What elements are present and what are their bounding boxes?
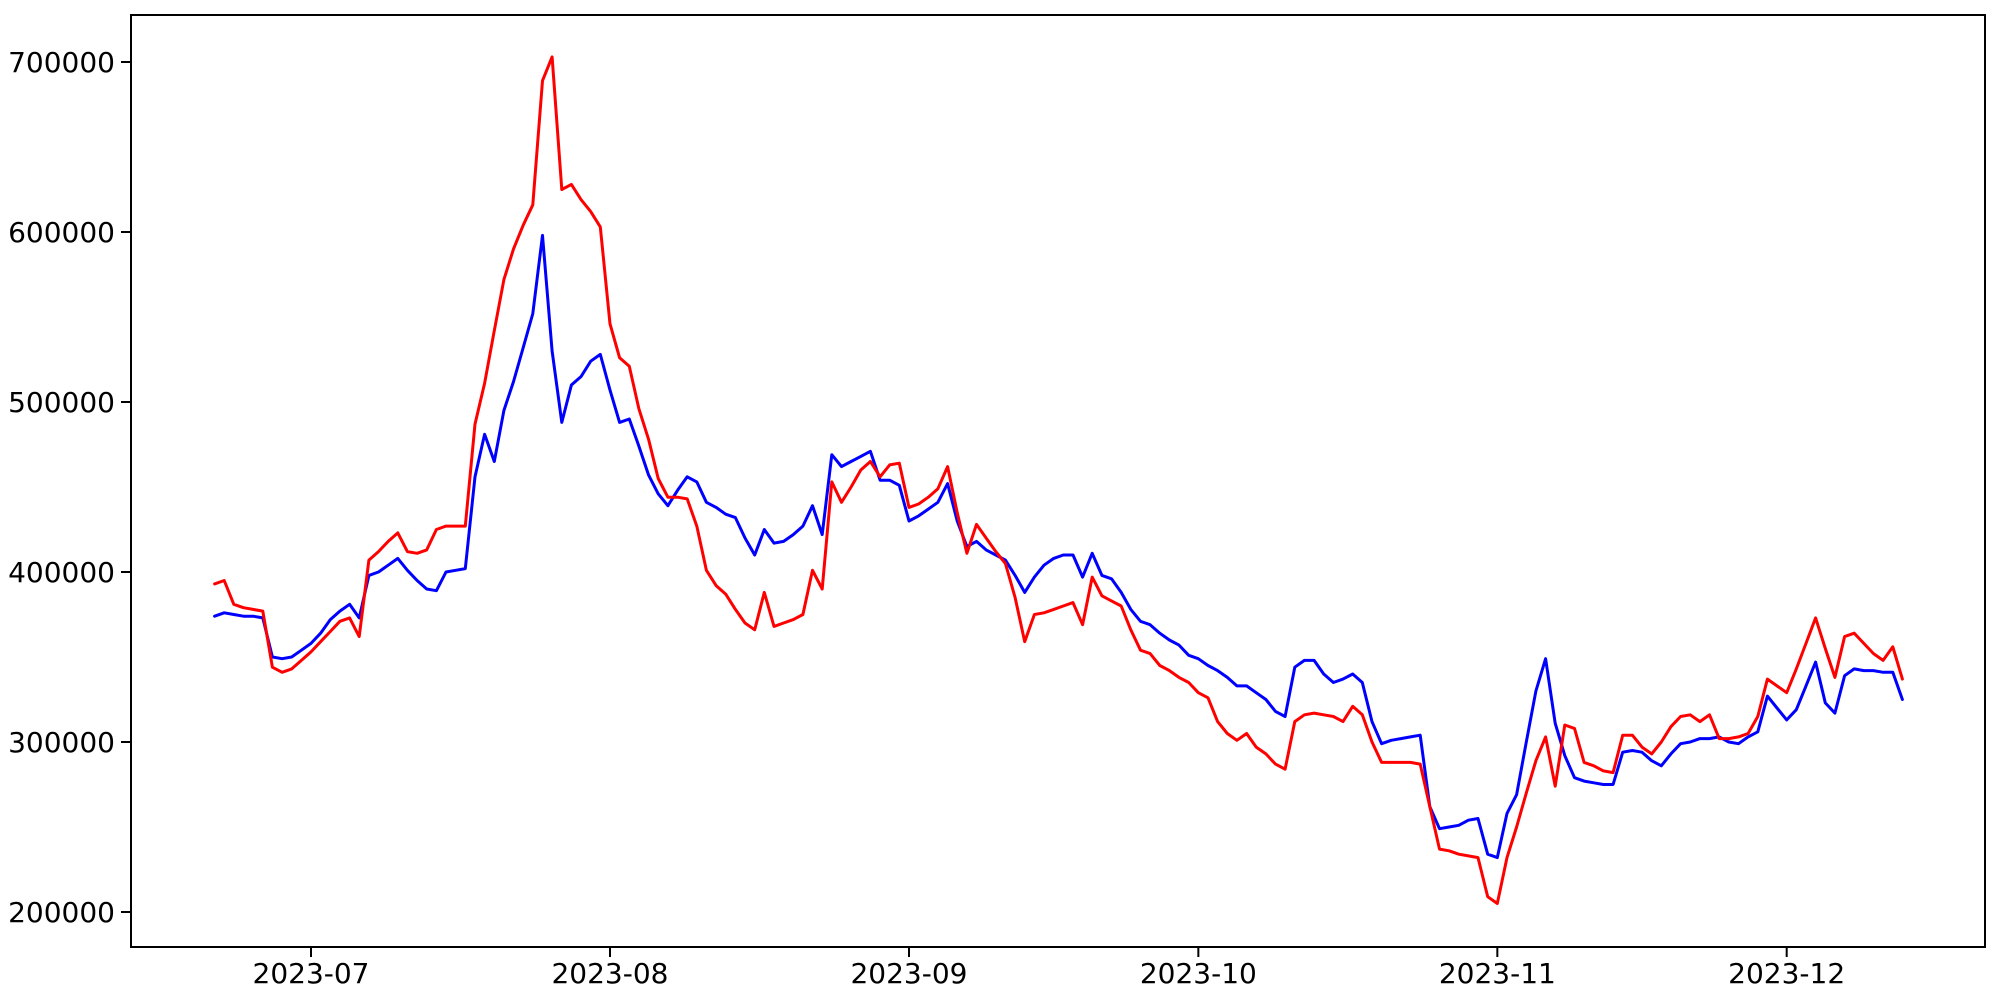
x-tick-label: 2023-09 <box>850 957 967 990</box>
y-tick-label: 600000 <box>8 216 115 249</box>
x-axis-ticks: 2023-07 2023-08 2023-09 2023-10 2023-11 2023-… <box>253 947 1845 990</box>
y-tick-label: 500000 <box>8 386 115 419</box>
blue-series-line <box>213 233 1904 860</box>
y-axis-ticks: 200000 300000 400000 500000 600000 700000 <box>8 46 131 929</box>
x-tick-label: 2023-10 <box>1140 957 1257 990</box>
red-series-line <box>213 55 1904 905</box>
y-tick-label: 300000 <box>8 726 115 759</box>
y-tick-label: 200000 <box>8 896 115 929</box>
plot-background <box>131 15 1985 947</box>
x-tick-label: 2023-08 <box>551 957 668 990</box>
plot-frame <box>130 14 1986 948</box>
x-tick-label: 2023-07 <box>253 957 370 990</box>
x-tick-label: 2023-11 <box>1439 957 1556 990</box>
y-tick-label: 400000 <box>8 556 115 589</box>
series-lines <box>213 55 1904 905</box>
y-tick-label: 700000 <box>8 46 115 79</box>
x-tick-label: 2023-12 <box>1728 957 1845 990</box>
